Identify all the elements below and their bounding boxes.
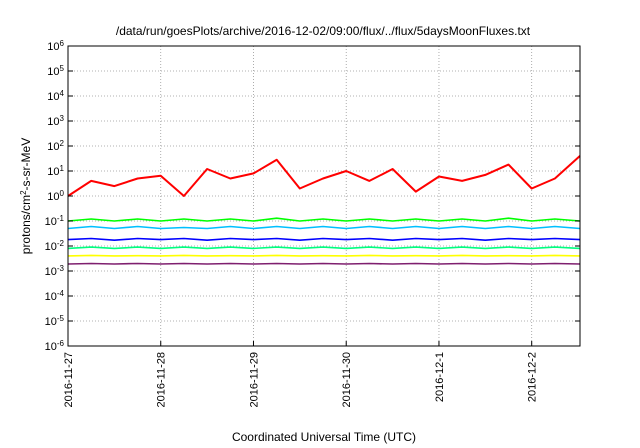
y-tick-label: 10-4: [45, 289, 65, 304]
x-tick-label: 2016-12-2: [527, 352, 539, 402]
grid-lines: [68, 46, 580, 346]
y-tick-label: 105: [47, 64, 64, 79]
y-tick-labels: 10-6 10-5 10-4 10-3 10-2 10-1 100 101 102 103 104 1…: [45, 39, 580, 354]
y-tick-label: 10-3: [45, 264, 65, 279]
y-tick-label: 100: [47, 189, 64, 204]
y-tick-label: 106: [47, 39, 64, 54]
y-tick-label: 103: [47, 114, 64, 129]
x-tick-label: 2016-11-28: [156, 352, 168, 407]
y-axis-label: protons/cm2-s-sr-MeV: [19, 138, 34, 254]
series-line-6: [67, 262, 581, 265]
x-tick-label: 2016-11-27: [63, 352, 75, 407]
x-tick-label: 2016-11-30: [341, 352, 353, 407]
series-line-2: [67, 225, 581, 230]
x-tick-label: 2016-11-29: [248, 352, 260, 407]
x-axis-label: Coordinated Universal Time (UTC): [232, 430, 416, 444]
y-tick-label: 104: [47, 89, 64, 104]
series-line-3: [67, 237, 581, 241]
y-tick-label: 10-2: [45, 239, 65, 254]
y-tick-label: 102: [47, 139, 64, 154]
y-tick-label: 101: [47, 164, 64, 179]
x-tick-labels: 2016-11-27 2016-11-28 2016-11-29 2016-11-30…: [63, 341, 539, 407]
y-tick-label: 10-6: [45, 339, 65, 354]
chart-title: /data/run/goesPlots/archive/2016-12-02/0…: [116, 24, 531, 38]
series-line-4: [67, 246, 581, 250]
y-tick-label: 10-1: [45, 214, 65, 229]
y-tick-label: 10-5: [45, 314, 65, 329]
series-line-1: [67, 217, 581, 222]
series-line-0: [67, 155, 581, 197]
series-line-5: [67, 254, 581, 257]
series-layer: [67, 155, 581, 265]
x-tick-label: 2016-12-1: [434, 352, 446, 402]
